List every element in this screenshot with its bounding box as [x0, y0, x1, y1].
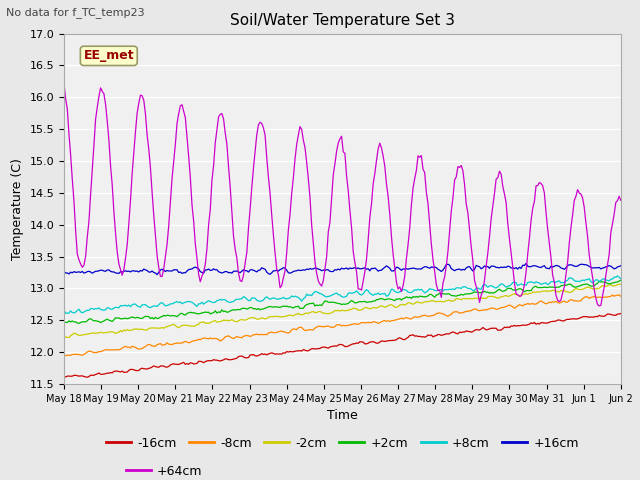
+2cm: [617, 277, 625, 283]
-2cm: [374, 304, 382, 310]
Line: -8cm: -8cm: [64, 295, 621, 356]
-16cm: [83, 374, 91, 380]
+2cm: [67, 319, 74, 325]
+8cm: [617, 276, 625, 282]
-2cm: [60, 334, 68, 340]
+8cm: [185, 299, 193, 304]
Line: +8cm: +8cm: [64, 276, 621, 313]
+64cm: [372, 158, 380, 164]
+16cm: [228, 270, 236, 276]
+64cm: [60, 81, 68, 86]
+16cm: [185, 267, 193, 273]
+64cm: [595, 303, 603, 309]
Line: +2cm: +2cm: [64, 280, 621, 324]
Y-axis label: Temperature (C): Temperature (C): [11, 158, 24, 260]
-2cm: [617, 281, 625, 287]
+16cm: [525, 264, 533, 270]
-8cm: [522, 301, 530, 307]
Legend: +64cm: +64cm: [121, 460, 207, 480]
-16cm: [185, 361, 193, 367]
+2cm: [374, 297, 382, 302]
-8cm: [516, 302, 524, 308]
-2cm: [517, 293, 525, 299]
+8cm: [60, 308, 68, 313]
+16cm: [67, 269, 74, 275]
-2cm: [185, 323, 193, 328]
-8cm: [615, 292, 623, 298]
-8cm: [67, 352, 74, 358]
+64cm: [227, 184, 234, 190]
-16cm: [228, 357, 236, 362]
+8cm: [228, 299, 236, 305]
-16cm: [617, 311, 625, 316]
-2cm: [65, 335, 73, 340]
Line: +64cm: +64cm: [64, 84, 621, 306]
+8cm: [614, 273, 621, 279]
Text: EE_met: EE_met: [83, 49, 134, 62]
+8cm: [524, 279, 532, 285]
+64cm: [617, 197, 625, 203]
+16cm: [153, 272, 161, 277]
+2cm: [228, 307, 236, 313]
X-axis label: Time: Time: [327, 409, 358, 422]
+2cm: [517, 286, 525, 292]
+8cm: [517, 281, 525, 287]
-16cm: [517, 323, 525, 328]
-8cm: [60, 353, 68, 359]
+16cm: [60, 269, 68, 275]
Line: +16cm: +16cm: [64, 264, 621, 275]
Line: -16cm: -16cm: [64, 313, 621, 377]
Title: Soil/Water Temperature Set 3: Soil/Water Temperature Set 3: [230, 13, 455, 28]
-16cm: [60, 374, 68, 380]
-16cm: [524, 322, 532, 327]
+2cm: [75, 321, 83, 326]
-2cm: [68, 332, 76, 337]
-2cm: [228, 317, 236, 323]
+64cm: [183, 133, 191, 139]
-8cm: [372, 320, 380, 325]
-16cm: [374, 340, 382, 346]
+2cm: [185, 310, 193, 316]
+8cm: [62, 311, 70, 316]
+64cm: [522, 269, 530, 275]
-8cm: [227, 334, 234, 340]
-2cm: [524, 291, 532, 297]
+8cm: [374, 290, 382, 296]
+16cm: [517, 265, 525, 271]
+16cm: [374, 268, 382, 274]
+64cm: [516, 293, 524, 299]
+16cm: [617, 263, 625, 269]
+8cm: [68, 310, 76, 315]
-16cm: [67, 373, 74, 379]
+2cm: [60, 320, 68, 325]
-8cm: [617, 293, 625, 299]
+2cm: [524, 288, 532, 293]
+64cm: [67, 152, 74, 158]
-8cm: [183, 339, 191, 345]
+16cm: [522, 261, 530, 266]
Text: No data for f_TC_temp23: No data for f_TC_temp23: [6, 7, 145, 18]
Line: -2cm: -2cm: [64, 284, 621, 337]
